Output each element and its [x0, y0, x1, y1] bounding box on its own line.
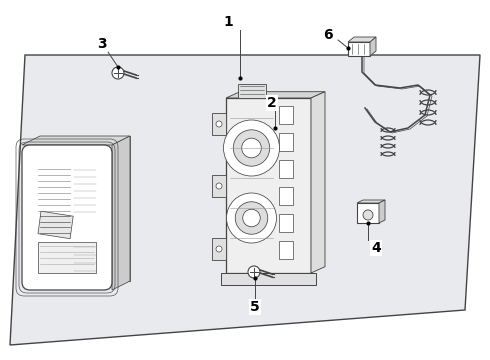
Bar	[221, 273, 316, 285]
Bar	[279, 241, 293, 259]
Circle shape	[242, 138, 261, 158]
Bar	[279, 187, 293, 205]
Text: 3: 3	[97, 37, 107, 51]
Polygon shape	[38, 211, 73, 239]
Text: 1: 1	[223, 15, 233, 29]
Text: 6: 6	[323, 28, 333, 42]
Bar	[357, 203, 379, 223]
Bar	[212, 113, 226, 135]
Polygon shape	[226, 92, 325, 98]
Bar	[212, 238, 226, 260]
Circle shape	[243, 209, 260, 227]
Circle shape	[233, 130, 270, 166]
Bar	[212, 175, 226, 197]
Polygon shape	[40, 136, 130, 281]
Bar	[38, 242, 96, 273]
Circle shape	[226, 193, 276, 243]
Circle shape	[216, 183, 222, 189]
Circle shape	[216, 121, 222, 127]
Circle shape	[223, 120, 279, 176]
Polygon shape	[370, 37, 376, 56]
Circle shape	[248, 266, 260, 278]
Polygon shape	[112, 136, 130, 290]
FancyBboxPatch shape	[22, 145, 112, 290]
Bar	[279, 160, 293, 178]
Bar	[279, 214, 293, 232]
Polygon shape	[348, 37, 376, 42]
Circle shape	[235, 202, 268, 234]
Text: 5: 5	[250, 300, 260, 314]
Text: 2: 2	[267, 96, 277, 110]
Circle shape	[216, 246, 222, 252]
Circle shape	[363, 210, 373, 220]
Polygon shape	[357, 200, 385, 203]
Circle shape	[112, 67, 124, 79]
Bar	[238, 84, 266, 98]
Polygon shape	[22, 136, 130, 145]
Bar	[279, 133, 293, 151]
Polygon shape	[311, 92, 325, 273]
Bar	[279, 106, 293, 124]
Bar	[348, 42, 370, 56]
Polygon shape	[379, 200, 385, 223]
Polygon shape	[10, 55, 480, 345]
Text: 4: 4	[371, 241, 381, 255]
Bar	[226, 98, 311, 273]
